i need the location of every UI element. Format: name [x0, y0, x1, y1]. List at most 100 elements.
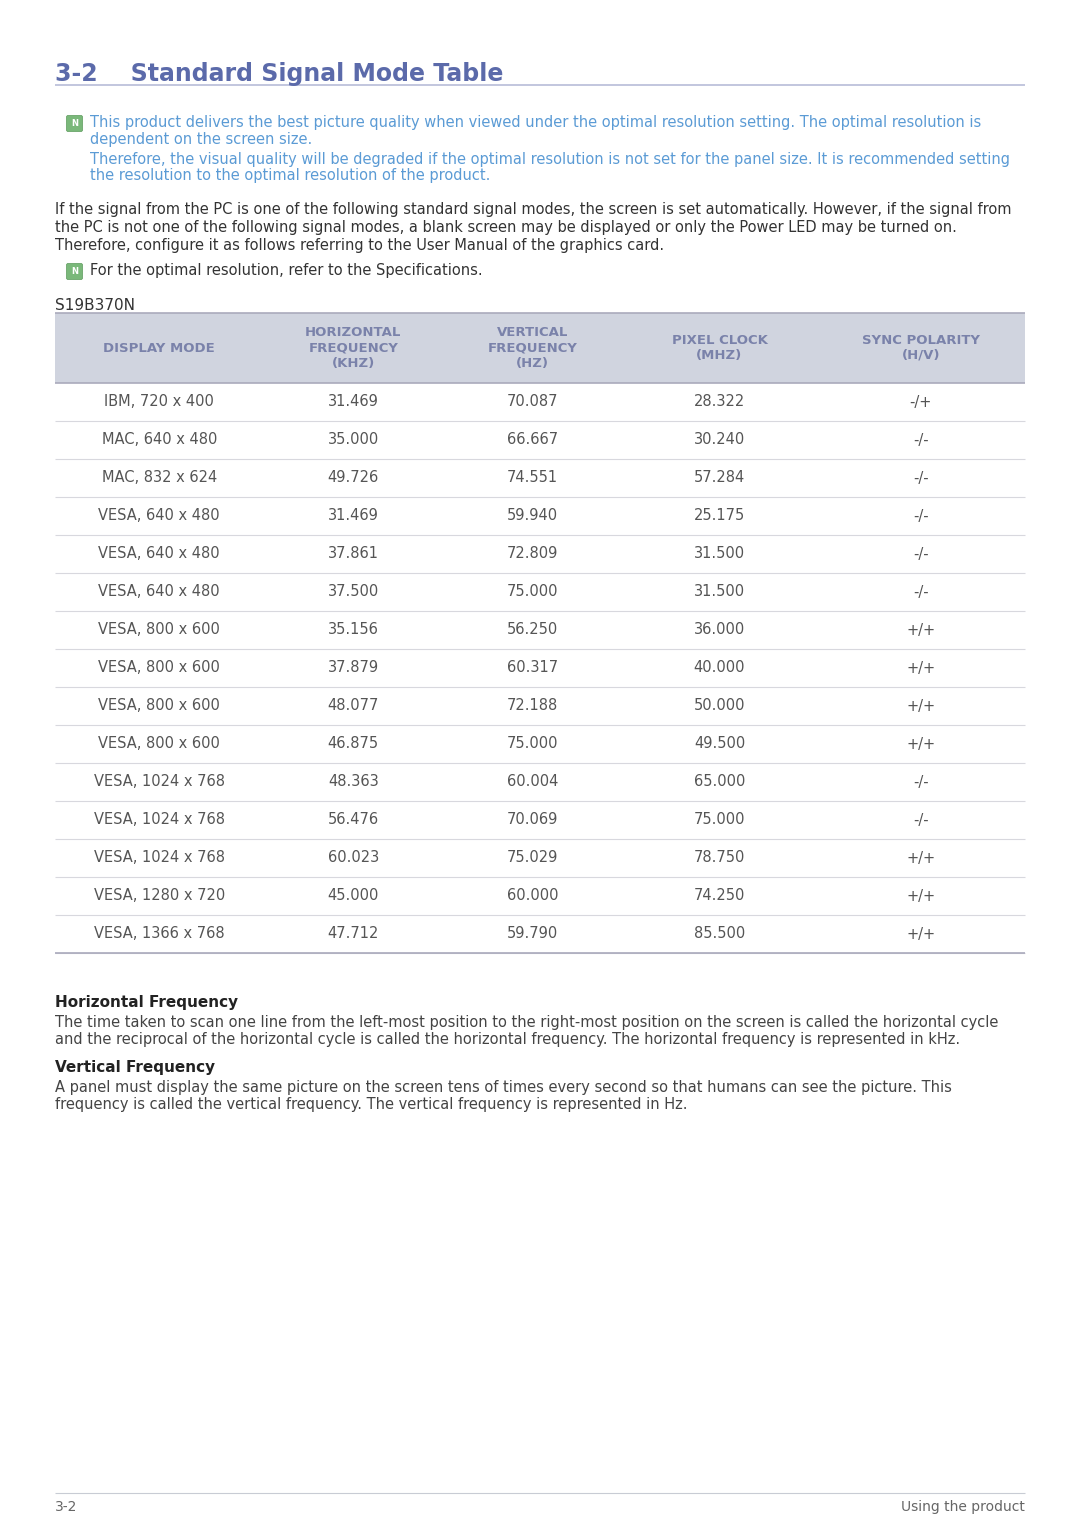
Text: 75.000: 75.000 [507, 585, 558, 600]
Bar [55, 725, 1025, 764]
Text: 31.500: 31.500 [693, 585, 745, 600]
Bar [55, 802, 1025, 838]
Text: 60.023: 60.023 [327, 851, 379, 866]
Text: The time taken to scan one line from the left-most position to the right-most po: The time taken to scan one line from the… [55, 1015, 998, 1031]
Bar [55, 764, 1025, 802]
Text: 48.077: 48.077 [327, 698, 379, 713]
Text: 49.726: 49.726 [327, 470, 379, 486]
Text: frequency is called the vertical frequency. The vertical frequency is represente: frequency is called the vertical frequen… [55, 1096, 688, 1112]
Text: Horizontal Frequency: Horizontal Frequency [55, 996, 238, 1009]
Text: 47.712: 47.712 [327, 927, 379, 942]
Text: 3-2    Standard Signal Mode Table: 3-2 Standard Signal Mode Table [55, 63, 503, 86]
Text: 59.790: 59.790 [508, 927, 558, 942]
Text: -/-: -/- [913, 547, 929, 562]
Bar [55, 383, 1025, 421]
Text: 37.879: 37.879 [327, 661, 379, 675]
Text: 72.188: 72.188 [508, 698, 558, 713]
Text: 56.250: 56.250 [508, 623, 558, 637]
Text: 72.809: 72.809 [507, 547, 558, 562]
Bar [55, 611, 1025, 649]
Text: VESA, 1024 x 768: VESA, 1024 x 768 [94, 851, 225, 866]
FancyBboxPatch shape [67, 264, 82, 279]
Text: 78.750: 78.750 [693, 851, 745, 866]
Bar [55, 649, 1025, 687]
Text: +/+: +/+ [906, 661, 935, 675]
Text: 74.250: 74.250 [693, 889, 745, 904]
Bar [55, 687, 1025, 725]
Text: the PC is not one of the following signal modes, a blank screen may be displayed: the PC is not one of the following signa… [55, 220, 957, 235]
Text: 60.004: 60.004 [507, 774, 558, 789]
Text: -/-: -/- [913, 585, 929, 600]
Text: VESA, 1280 x 720: VESA, 1280 x 720 [94, 889, 225, 904]
Text: 36.000: 36.000 [693, 623, 745, 637]
Bar [55, 838, 1025, 876]
Text: Therefore, the visual quality will be degraded if the optimal resolution is not : Therefore, the visual quality will be de… [90, 153, 1010, 166]
Text: 50.000: 50.000 [693, 698, 745, 713]
Text: 31.469: 31.469 [328, 394, 379, 409]
Text: N: N [71, 119, 78, 128]
Text: 60.000: 60.000 [507, 889, 558, 904]
Text: 70.069: 70.069 [507, 812, 558, 828]
Text: 37.861: 37.861 [327, 547, 379, 562]
Text: 60.317: 60.317 [508, 661, 558, 675]
Text: 35.000: 35.000 [327, 432, 379, 447]
Text: VESA, 800 x 600: VESA, 800 x 600 [98, 623, 220, 637]
Text: 59.940: 59.940 [508, 508, 558, 524]
Text: +/+: +/+ [906, 698, 935, 713]
Text: 31.500: 31.500 [693, 547, 745, 562]
Text: 57.284: 57.284 [693, 470, 745, 486]
Text: 3-2: 3-2 [55, 1500, 78, 1513]
Text: A panel must display the same picture on the screen tens of times every second s: A panel must display the same picture on… [55, 1080, 951, 1095]
Bar [55, 496, 1025, 534]
Text: Vertical Frequency: Vertical Frequency [55, 1060, 215, 1075]
Text: 75.029: 75.029 [507, 851, 558, 866]
Text: -/+: -/+ [909, 394, 932, 409]
Bar [55, 534, 1025, 573]
Text: +/+: +/+ [906, 927, 935, 942]
Text: VESA, 800 x 600: VESA, 800 x 600 [98, 698, 220, 713]
Text: -/-: -/- [913, 432, 929, 447]
Text: HORIZONTAL
FREQUENCY
(KHZ): HORIZONTAL FREQUENCY (KHZ) [305, 327, 402, 370]
Text: Therefore, configure it as follows referring to the User Manual of the graphics : Therefore, configure it as follows refer… [55, 238, 664, 253]
Text: +/+: +/+ [906, 623, 935, 637]
Text: 85.500: 85.500 [693, 927, 745, 942]
Text: 30.240: 30.240 [693, 432, 745, 447]
Text: SYNC POLARITY
(H/V): SYNC POLARITY (H/V) [862, 334, 980, 362]
Text: 46.875: 46.875 [327, 736, 379, 751]
Text: 75.000: 75.000 [507, 736, 558, 751]
Text: 65.000: 65.000 [693, 774, 745, 789]
Text: -/-: -/- [913, 508, 929, 524]
Text: 70.087: 70.087 [507, 394, 558, 409]
Text: VESA, 1366 x 768: VESA, 1366 x 768 [94, 927, 225, 942]
Text: VESA, 800 x 600: VESA, 800 x 600 [98, 661, 220, 675]
Text: 28.322: 28.322 [693, 394, 745, 409]
Text: dependent on the screen size.: dependent on the screen size. [90, 131, 312, 147]
Text: VESA, 640 x 480: VESA, 640 x 480 [98, 585, 220, 600]
FancyBboxPatch shape [67, 116, 82, 131]
Text: 56.476: 56.476 [327, 812, 379, 828]
Text: 49.500: 49.500 [693, 736, 745, 751]
Text: -/-: -/- [913, 470, 929, 486]
Text: If the signal from the PC is one of the following standard signal modes, the scr: If the signal from the PC is one of the … [55, 202, 1012, 217]
Text: +/+: +/+ [906, 736, 935, 751]
Bar [55, 460, 1025, 496]
Text: VESA, 1024 x 768: VESA, 1024 x 768 [94, 812, 225, 828]
Bar [55, 313, 1025, 383]
Text: PIXEL CLOCK
(MHZ): PIXEL CLOCK (MHZ) [672, 334, 768, 362]
Text: VESA, 640 x 480: VESA, 640 x 480 [98, 547, 220, 562]
Text: 31.469: 31.469 [328, 508, 379, 524]
Bar [55, 915, 1025, 953]
Text: IBM, 720 x 400: IBM, 720 x 400 [105, 394, 214, 409]
Text: VESA, 800 x 600: VESA, 800 x 600 [98, 736, 220, 751]
Text: and the reciprocal of the horizontal cycle is called the horizontal frequency. T: and the reciprocal of the horizontal cyc… [55, 1032, 960, 1048]
Text: 35.156: 35.156 [328, 623, 379, 637]
Text: 25.175: 25.175 [693, 508, 745, 524]
Text: -/-: -/- [913, 812, 929, 828]
Text: MAC, 640 x 480: MAC, 640 x 480 [102, 432, 217, 447]
Text: 37.500: 37.500 [327, 585, 379, 600]
Text: N: N [71, 267, 78, 276]
Text: 45.000: 45.000 [327, 889, 379, 904]
Text: S19B370N: S19B370N [55, 298, 135, 313]
Text: MAC, 832 x 624: MAC, 832 x 624 [102, 470, 217, 486]
Text: Using the product: Using the product [901, 1500, 1025, 1513]
